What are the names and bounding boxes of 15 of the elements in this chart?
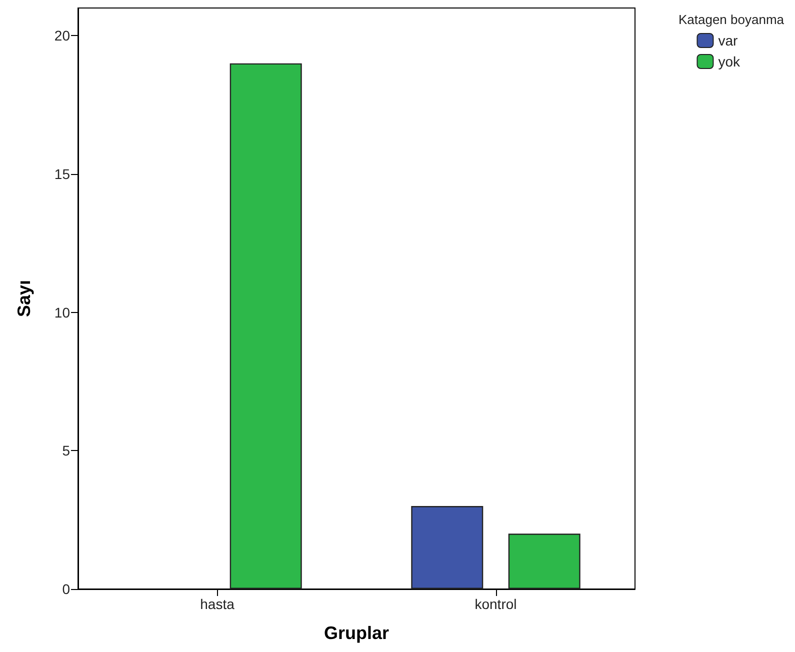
x-tick-label: kontrol [474,596,517,612]
y-tick-label: 20 [54,28,70,44]
x-axis-title: Gruplar [324,623,390,643]
y-tick-label: 10 [54,304,70,320]
y-tick-label: 5 [62,442,70,459]
bar [411,506,484,589]
y-axis-title: Sayı [14,280,34,318]
legend-title: Katagen boyanma [678,12,785,27]
bar [508,534,580,589]
y-tick-label: 0 [62,581,70,597]
y-tick-label: 15 [54,166,70,182]
bar [230,63,302,589]
legend-label: yok [718,54,741,70]
legend-label: var [718,32,738,48]
x-tick-label: hasta [200,596,235,612]
